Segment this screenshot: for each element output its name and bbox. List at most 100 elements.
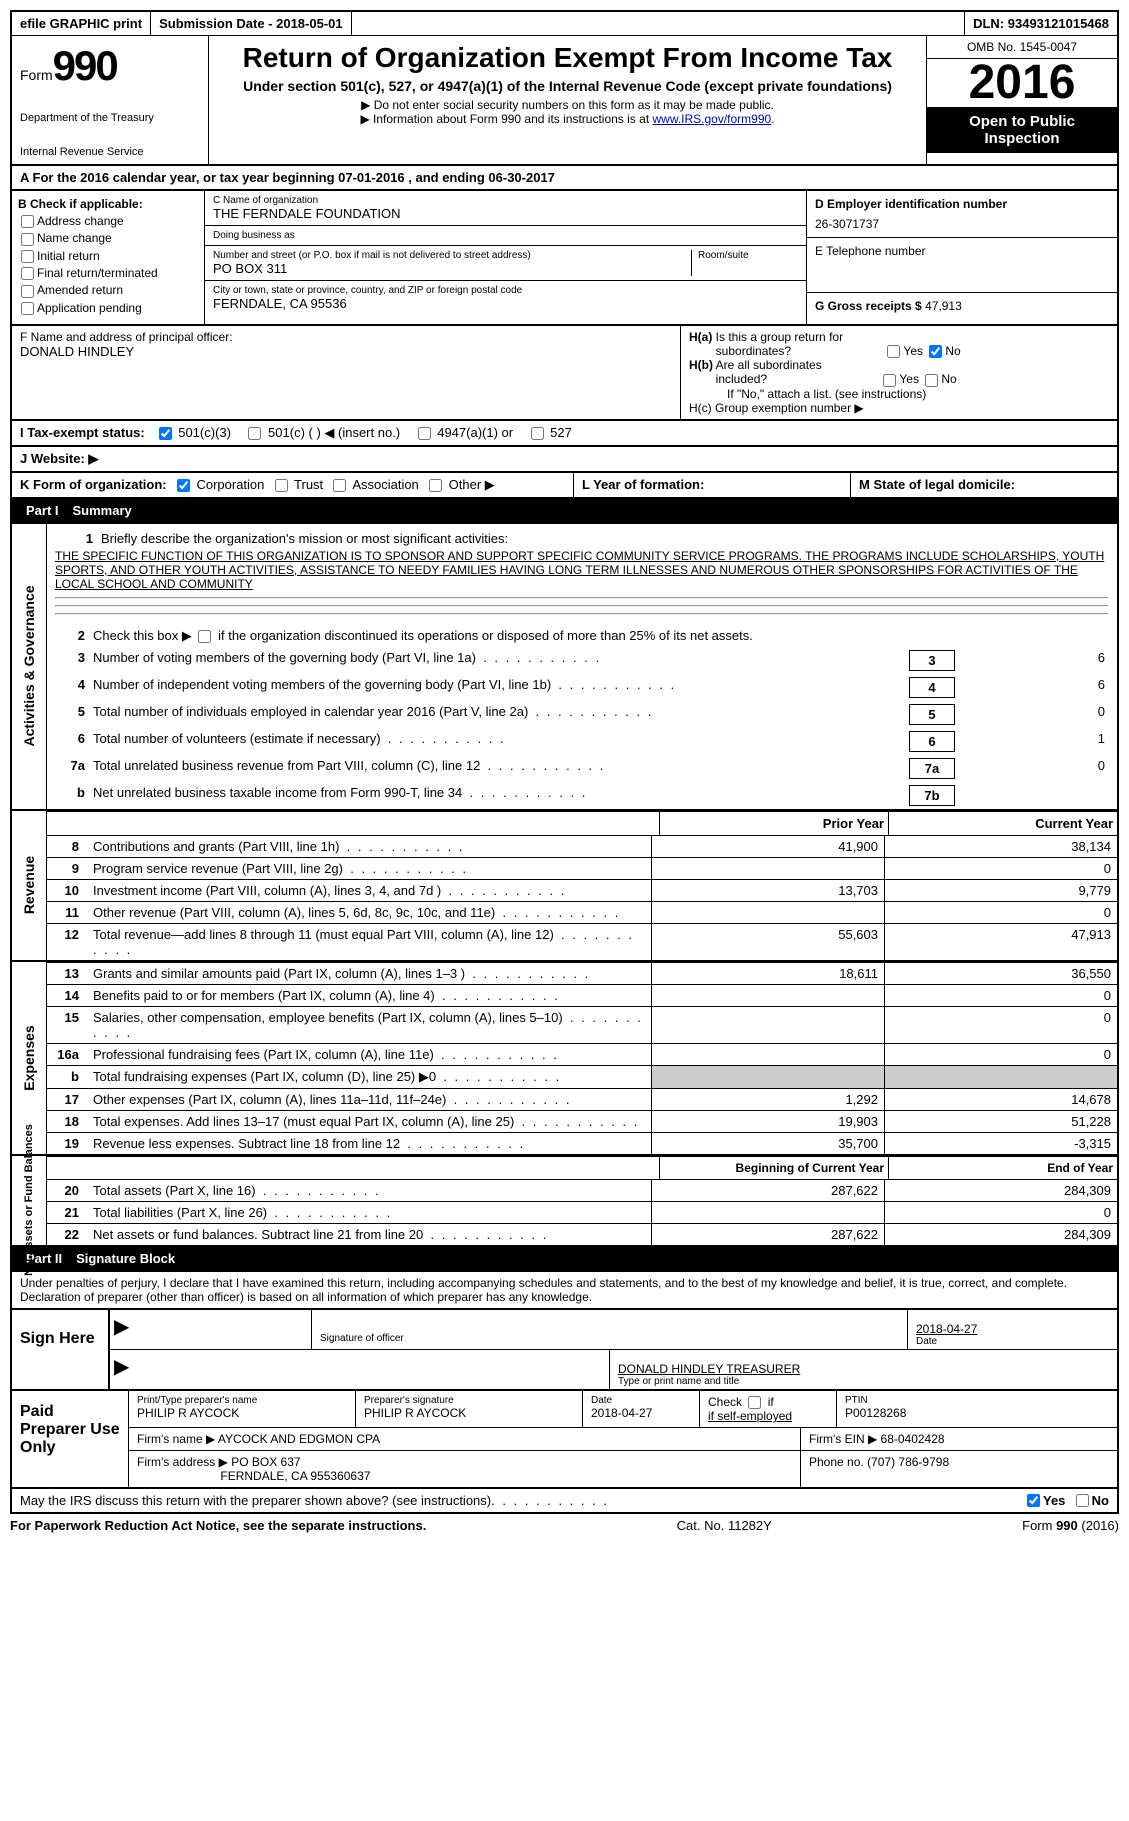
check-other[interactable] xyxy=(429,479,442,492)
check-application-pending[interactable]: Application pending xyxy=(18,301,198,315)
gov-line-3: 3Number of voting members of the governi… xyxy=(47,647,1117,674)
row-10: 10Investment income (Part VIII, column (… xyxy=(47,879,1117,901)
row-12: 12Total revenue—add lines 8 through 11 (… xyxy=(47,923,1117,960)
check-assoc[interactable] xyxy=(333,479,346,492)
part2-header: Part IISignature Block xyxy=(10,1247,1119,1272)
footer-right: Form 990 (2016) xyxy=(1022,1518,1119,1533)
officer-name: DONALD HINDLEY xyxy=(20,344,672,359)
dba-label: Doing business as xyxy=(213,230,798,241)
hb-label: H(b) Are all subordinates included? Yes … xyxy=(689,358,1109,386)
line2: Check this box ▶ if the organization dis… xyxy=(93,628,1111,644)
hb-no[interactable] xyxy=(925,374,938,387)
check-self-employed[interactable] xyxy=(748,1396,761,1409)
side-netassets: Net Assets or Fund Balances xyxy=(12,1156,47,1245)
preparer-sig: PHILIP R AYCOCK xyxy=(364,1406,574,1420)
form-subtitle: Under section 501(c), 527, or 4947(a)(1)… xyxy=(219,78,916,94)
row-18: 18Total expenses. Add lines 13–17 (must … xyxy=(47,1110,1117,1132)
firm-ein: 68-0402428 xyxy=(881,1432,945,1446)
row-i: I Tax-exempt status: 501(c)(3) 501(c) ( … xyxy=(10,421,1119,447)
hc-label: H(c) Group exemption number ▶ xyxy=(689,401,1109,415)
side-revenue: Revenue xyxy=(12,811,47,960)
org-name: THE FERNDALE FOUNDATION xyxy=(213,206,798,221)
row-16a: 16aProfessional fundraising fees (Part I… xyxy=(47,1043,1117,1065)
tax-year: 2016 xyxy=(927,59,1117,107)
preparer-name: PHILIP R AYCOCK xyxy=(137,1406,347,1420)
sign-here: Sign Here ▶ Signature of officer 2018-04… xyxy=(10,1310,1119,1391)
firm-address: PO BOX 637 xyxy=(231,1455,300,1469)
street-label: Number and street (or P.O. box if mail i… xyxy=(213,250,691,261)
mission-text: THE SPECIFIC FUNCTION OF THIS ORGANIZATI… xyxy=(55,549,1109,591)
check-501c3[interactable] xyxy=(159,427,172,440)
gov-line-5: 5Total number of individuals employed in… xyxy=(47,701,1117,728)
hb-note: If "No," attach a list. (see instruction… xyxy=(727,387,1109,401)
gross-receipts-label: G Gross receipts $ xyxy=(815,299,925,313)
firm-name: AYCOCK AND EDGMON CPA xyxy=(218,1432,380,1446)
submission-date: Submission Date - 2018-05-01 xyxy=(151,12,352,35)
officer-print-name: DONALD HINDLEY TREASURER xyxy=(618,1362,1109,1376)
check-trust[interactable] xyxy=(275,479,288,492)
row-19: 19Revenue less expenses. Subtract line 1… xyxy=(47,1132,1117,1154)
check-501c[interactable] xyxy=(248,427,261,440)
footer-mid: Cat. No. 11282Y xyxy=(677,1518,772,1533)
discuss-yes[interactable] xyxy=(1027,1493,1040,1508)
check-name-change[interactable]: Name change xyxy=(18,231,198,245)
row-k: K Form of organization: Corporation Trus… xyxy=(12,473,573,497)
gov-line-4: 4Number of independent voting members of… xyxy=(47,674,1117,701)
paid-preparer: Paid Preparer Use Only Print/Type prepar… xyxy=(10,1391,1119,1489)
check-discontinued[interactable] xyxy=(198,630,211,643)
ein: 26-3071737 xyxy=(815,217,1109,231)
check-initial-return[interactable]: Initial return xyxy=(18,249,198,263)
preparer-date: 2018-04-27 xyxy=(591,1406,691,1420)
row-21: 21Total liabilities (Part X, line 26) 0 xyxy=(47,1201,1117,1223)
form-number: Form990 xyxy=(20,42,200,90)
ha-yes[interactable] xyxy=(887,345,900,358)
ha-no[interactable] xyxy=(929,345,942,358)
row-22: 22Net assets or fund balances. Subtract … xyxy=(47,1223,1117,1245)
row-14: 14Benefits paid to or for members (Part … xyxy=(47,984,1117,1006)
gross-receipts: 47,913 xyxy=(925,299,962,313)
dept-treasury: Department of the Treasury xyxy=(20,112,200,124)
check-corp[interactable] xyxy=(177,479,190,492)
line1-label: Briefly describe the organization's miss… xyxy=(101,531,1103,546)
gov-line-b: bNet unrelated business taxable income f… xyxy=(47,782,1117,809)
col-begin-year: Beginning of Current Year xyxy=(660,1157,889,1179)
sig-date: 2018-04-27 xyxy=(916,1322,1109,1336)
form-note2: ▶ Information about Form 990 and its ins… xyxy=(219,112,916,126)
section-c: C Name of organizationTHE FERNDALE FOUND… xyxy=(205,191,806,324)
check-amended[interactable]: Amended return xyxy=(18,283,198,297)
city-label: City or town, state or province, country… xyxy=(213,285,798,296)
col-current-year: Current Year xyxy=(889,812,1117,835)
row-13: 13Grants and similar amounts paid (Part … xyxy=(47,962,1117,984)
firm-city: FERNDALE, CA 955360637 xyxy=(220,1469,370,1483)
signature-declaration: Under penalties of perjury, I declare th… xyxy=(10,1272,1119,1310)
city: FERNDALE, CA 95536 xyxy=(213,296,798,311)
row-b: bTotal fundraising expenses (Part IX, co… xyxy=(47,1065,1117,1088)
check-address-change[interactable]: Address change xyxy=(18,214,198,228)
discuss-no[interactable] xyxy=(1076,1493,1089,1508)
street: PO BOX 311 xyxy=(213,261,691,276)
section-f: F Name and address of principal officer:… xyxy=(12,326,681,419)
section-de: D Employer identification number26-30717… xyxy=(806,191,1117,324)
dln: DLN: 93493121015468 xyxy=(965,12,1117,35)
open-inspection: Open to Public Inspection xyxy=(927,107,1117,153)
check-4947[interactable] xyxy=(418,427,431,440)
check-final-return[interactable]: Final return/terminated xyxy=(18,266,198,280)
top-bar: efile GRAPHIC print Submission Date - 20… xyxy=(10,10,1119,35)
room-label: Room/suite xyxy=(698,250,798,261)
row-8: 8Contributions and grants (Part VIII, li… xyxy=(47,835,1117,857)
row-15: 15Salaries, other compensation, employee… xyxy=(47,1006,1117,1043)
col-end-year: End of Year xyxy=(889,1157,1117,1179)
form-header: Form990 Department of the Treasury Inter… xyxy=(10,35,1119,166)
section-h: H(a) Is this a group return for subordin… xyxy=(681,326,1117,419)
section-b: B Check if applicable: Address change Na… xyxy=(12,191,205,324)
dept-irs: Internal Revenue Service xyxy=(20,146,200,158)
sig-officer-label: Signature of officer xyxy=(320,1333,899,1344)
arrow-icon: ▶ xyxy=(110,1310,312,1349)
gov-line-7a: 7aTotal unrelated business revenue from … xyxy=(47,755,1117,782)
check-527[interactable] xyxy=(531,427,544,440)
gov-line-6: 6Total number of volunteers (estimate if… xyxy=(47,728,1117,755)
irs-link[interactable]: www.IRS.gov/form990 xyxy=(652,112,771,126)
hb-yes[interactable] xyxy=(883,374,896,387)
row-17: 17Other expenses (Part IX, column (A), l… xyxy=(47,1088,1117,1110)
discuss-row: May the IRS discuss this return with the… xyxy=(10,1489,1119,1514)
